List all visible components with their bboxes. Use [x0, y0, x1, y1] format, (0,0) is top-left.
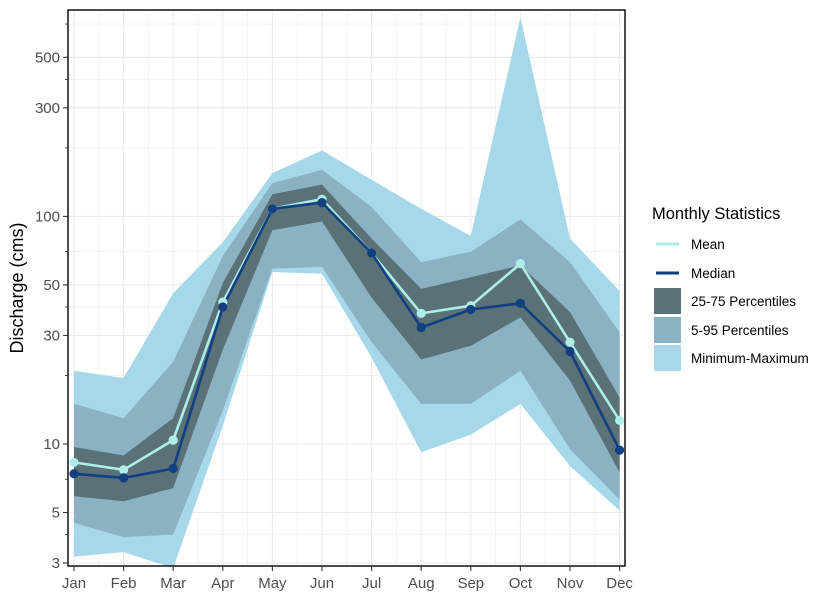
legend-key-5-95-percentiles: [654, 317, 681, 343]
x-tick-label: Mar: [160, 575, 186, 592]
median-point: [168, 463, 178, 474]
median-point: [119, 473, 129, 483]
x-tick-label: Nov: [557, 575, 584, 592]
legend-key-25-75-percentiles: [654, 288, 681, 314]
mean-point: [69, 457, 79, 468]
y-tick-label: 10: [43, 436, 60, 453]
mean-point: [615, 415, 625, 425]
x-tick-label: Aug: [408, 575, 435, 592]
x-tick-label: May: [258, 575, 287, 592]
mean-point: [416, 308, 426, 318]
legend-item-median: Median: [656, 266, 735, 281]
x-tick-label: Jan: [62, 575, 86, 592]
median-point: [615, 445, 625, 455]
legend-label-5-95-percentiles: 5-95 Percentiles: [691, 323, 789, 338]
y-tick-label: 3: [52, 555, 60, 572]
x-axis: Jan Feb Mar Apr May Jun Jul Aug Sep Oct Nov Dec: [62, 566, 633, 592]
median-point: [267, 204, 277, 214]
median-point: [317, 197, 327, 208]
legend-item-minimum-maximum: Minimum-Maximum: [654, 345, 809, 371]
legend-label-mean: Mean: [691, 237, 725, 252]
legend: Monthly Statistics Mean Median 25-75 Perce…: [652, 205, 809, 371]
legend-item-25-75-percentiles: 25-75 Percentiles: [654, 288, 796, 314]
line-median: [72, 201, 621, 480]
x-tick-label: Apr: [211, 575, 234, 592]
legend-item-5-95-percentiles: 5-95 Percentiles: [654, 317, 789, 343]
median-point: [515, 298, 526, 308]
x-tick-label: Feb: [111, 575, 137, 592]
plot-panel-border: [67, 9, 626, 567]
series-lines: [72, 197, 621, 480]
y-axis-title: Discharge (cms): [7, 222, 27, 353]
median-point: [565, 346, 575, 357]
legend-key-minimum-maximum: [654, 345, 681, 371]
y-axis: 3 5 10 30 50 100 300 500: [35, 23, 68, 572]
median-point: [69, 469, 79, 479]
x-tick-label: Dec: [606, 575, 633, 592]
median-point: [466, 304, 476, 315]
percentile-bands: [74, 17, 620, 566]
legend-label-median: Median: [691, 266, 735, 281]
legend-label-minimum-maximum: Minimum-Maximum: [691, 351, 809, 366]
band-25-75-percentiles: [74, 184, 620, 502]
band-5-95-percentiles: [74, 169, 620, 538]
x-tick-label: Sep: [457, 575, 484, 592]
median-point: [416, 322, 426, 333]
median-point: [367, 248, 377, 258]
y-tick-label: 5: [52, 505, 60, 522]
median-point: [218, 302, 228, 312]
y-tick-label: 100: [35, 208, 60, 225]
mean-point: [168, 435, 178, 445]
mean-point: [119, 465, 129, 475]
y-tick-label: 300: [35, 100, 60, 117]
x-tick-label: Oct: [509, 575, 533, 592]
x-tick-label: Jun: [310, 575, 334, 592]
series-points: [69, 194, 625, 483]
x-tick-label: Jul: [362, 575, 381, 592]
legend-label-25-75-percentiles: 25-75 Percentiles: [691, 294, 796, 309]
legend-item-mean: Mean: [656, 237, 725, 252]
y-tick-label: 500: [35, 49, 60, 66]
y-tick-label: 50: [43, 277, 60, 294]
legend-title: Monthly Statistics: [652, 205, 780, 223]
mean-point: [515, 259, 526, 269]
y-tick-label: 30: [43, 327, 60, 344]
mean-point: [565, 337, 575, 347]
